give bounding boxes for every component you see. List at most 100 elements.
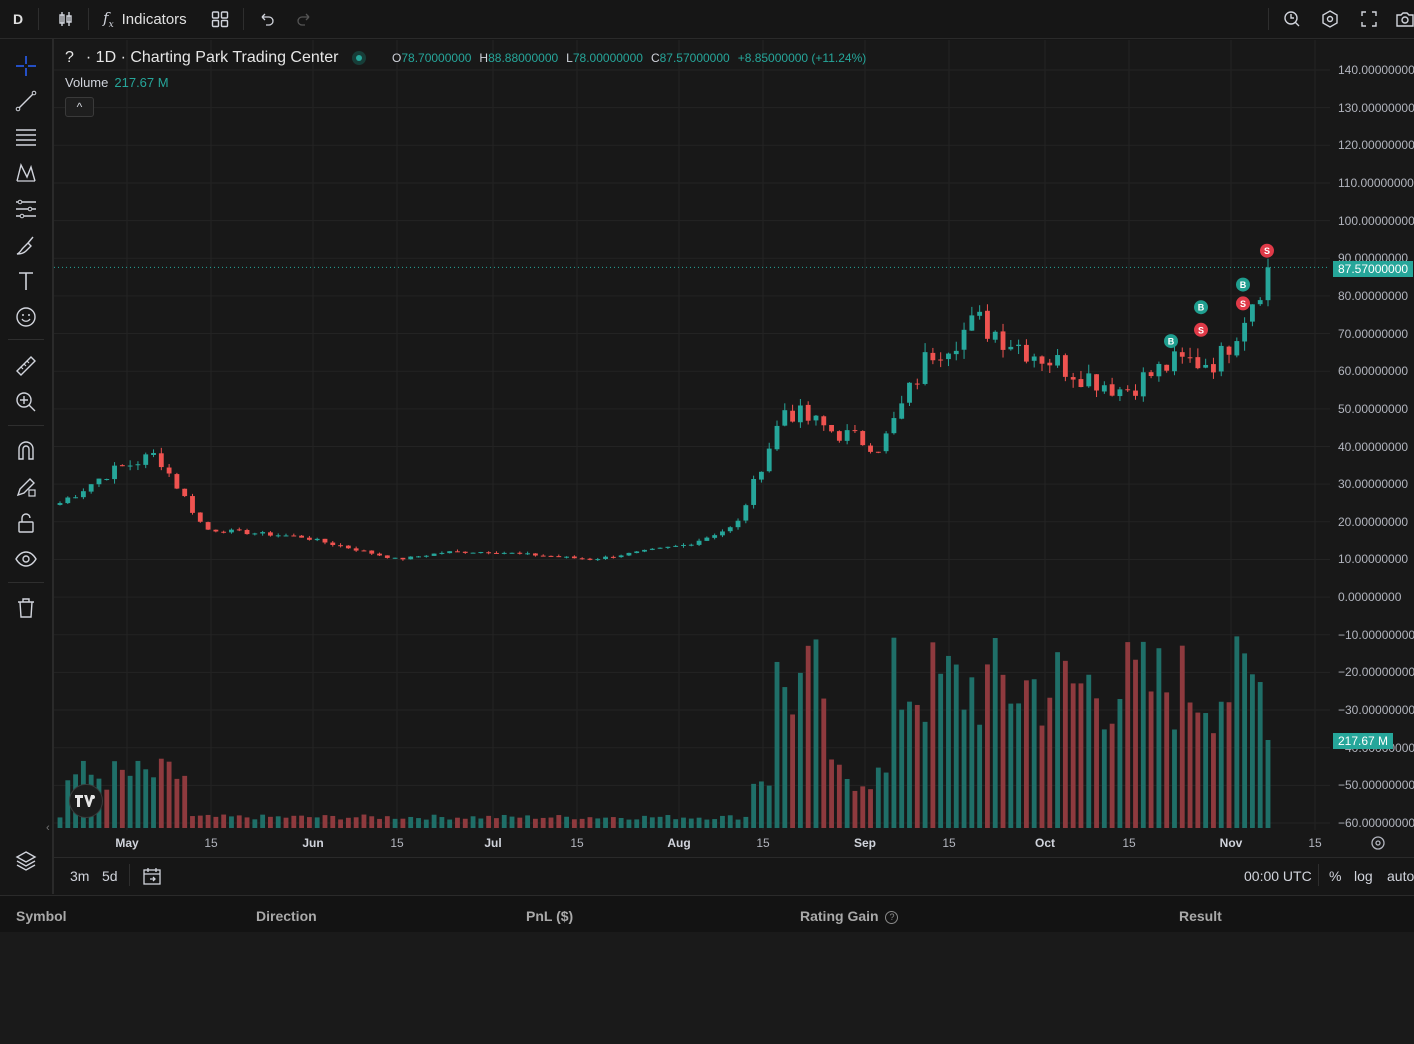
candle[interactable] (221, 531, 227, 533)
buy-marker[interactable]: B (1194, 300, 1208, 315)
date-range-icon[interactable] (142, 866, 162, 886)
candle[interactable] (447, 551, 453, 554)
zoom-in-icon[interactable] (12, 388, 40, 416)
candle[interactable] (977, 311, 983, 316)
crosshair-icon[interactable] (12, 52, 40, 80)
column-pnl[interactable]: PnL ($) (526, 908, 574, 924)
candle[interactable] (805, 404, 811, 421)
candle[interactable] (1094, 374, 1099, 391)
candle[interactable] (836, 431, 842, 441)
candle[interactable] (1265, 267, 1271, 301)
candle[interactable] (275, 535, 281, 537)
emoji-icon[interactable] (12, 303, 40, 331)
candle[interactable] (992, 331, 998, 340)
candle[interactable] (844, 430, 850, 441)
candle[interactable] (306, 537, 312, 540)
candle[interactable] (338, 545, 343, 547)
candle[interactable] (1257, 300, 1263, 305)
candle[interactable] (182, 488, 188, 497)
candle[interactable] (517, 552, 523, 554)
candle[interactable] (1117, 389, 1123, 397)
candle[interactable] (1109, 384, 1115, 396)
candle[interactable] (727, 527, 733, 532)
candle[interactable] (797, 405, 803, 423)
candle[interactable] (197, 512, 203, 522)
candle[interactable] (143, 454, 149, 465)
collapse-legend-button[interactable]: ^ (65, 97, 94, 117)
ruler-icon[interactable] (12, 352, 40, 380)
candle[interactable] (525, 553, 531, 555)
candle[interactable] (579, 558, 585, 560)
candle[interactable] (1047, 362, 1053, 366)
candle[interactable] (1031, 356, 1037, 361)
candle[interactable] (852, 430, 858, 432)
candle[interactable] (377, 553, 382, 556)
candle[interactable] (299, 535, 305, 538)
candle[interactable] (1008, 346, 1014, 350)
candle[interactable] (151, 453, 156, 456)
candle[interactable] (969, 315, 975, 331)
candle[interactable] (494, 552, 499, 554)
column-symbol[interactable]: Symbol (16, 908, 67, 924)
candle[interactable] (252, 533, 258, 535)
tradingview-logo[interactable] (69, 784, 103, 818)
settings-icon[interactable] (1321, 0, 1339, 38)
candle[interactable] (470, 552, 476, 554)
candle[interactable] (369, 550, 375, 554)
candle[interactable] (829, 424, 834, 432)
candle[interactable] (587, 558, 593, 560)
candle[interactable] (244, 530, 250, 535)
candle[interactable] (595, 559, 601, 561)
candle[interactable] (1148, 372, 1154, 377)
candle[interactable] (57, 503, 63, 505)
candle[interactable] (1016, 344, 1022, 347)
buy-marker[interactable]: B (1164, 334, 1178, 349)
candle[interactable] (80, 491, 86, 498)
candle[interactable] (400, 557, 406, 560)
candle[interactable] (1101, 385, 1107, 392)
help-icon[interactable]: ? (885, 910, 899, 924)
candle[interactable] (556, 556, 562, 558)
candle[interactable] (751, 478, 757, 505)
trash-icon[interactable] (12, 594, 40, 622)
candle[interactable] (1039, 356, 1045, 364)
candle[interactable] (1226, 346, 1232, 355)
candle[interactable] (720, 531, 725, 536)
symbol-button[interactable]: D (13, 11, 24, 27)
candle[interactable] (743, 505, 749, 521)
column-result[interactable]: Result (1179, 908, 1222, 924)
redo-icon[interactable] (297, 0, 313, 38)
candle[interactable] (486, 552, 492, 554)
brush-icon[interactable] (12, 231, 40, 259)
sell-marker[interactable]: S (1236, 296, 1250, 311)
candle[interactable] (190, 496, 195, 513)
candle[interactable] (1078, 379, 1084, 388)
candle[interactable] (1000, 331, 1006, 350)
candle[interactable] (478, 552, 484, 554)
candle[interactable] (166, 467, 172, 474)
text-icon[interactable] (12, 267, 40, 295)
candle[interactable] (548, 555, 554, 557)
candle[interactable] (1140, 372, 1146, 397)
candle[interactable] (174, 474, 180, 489)
magnet-icon[interactable] (12, 437, 40, 465)
symbol-placeholder[interactable]: ? (65, 49, 74, 66)
candle[interactable] (127, 465, 133, 467)
candle[interactable] (353, 548, 359, 551)
candle[interactable] (688, 544, 694, 546)
percent-toggle[interactable]: % (1329, 868, 1342, 884)
range-3m-button[interactable]: 3m (70, 868, 90, 884)
range-5d-button[interactable]: 5d (102, 868, 118, 884)
candle[interactable] (1195, 357, 1201, 369)
candle[interactable] (431, 553, 437, 556)
candle[interactable] (416, 556, 421, 558)
candlestick-chart[interactable]: BSB SBS (54, 40, 1414, 894)
candle[interactable] (1179, 352, 1185, 357)
candle[interactable] (158, 453, 164, 468)
candle[interactable] (673, 545, 679, 547)
chart-type-icon[interactable] (57, 0, 75, 38)
candle[interactable] (1133, 390, 1138, 396)
candle[interactable] (907, 382, 912, 403)
candle[interactable] (774, 425, 780, 450)
sell-marker[interactable]: S (1260, 243, 1274, 258)
